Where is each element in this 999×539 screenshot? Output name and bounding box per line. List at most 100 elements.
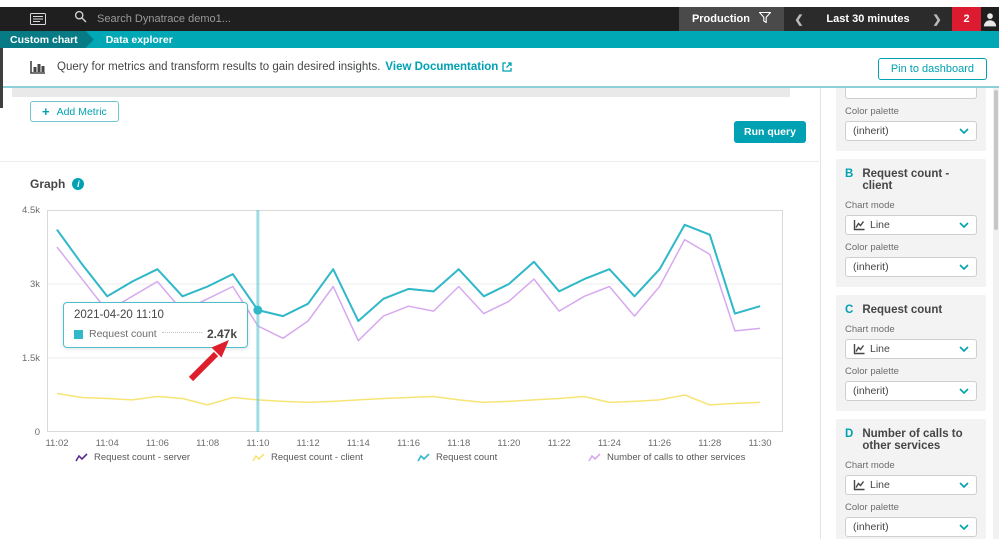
- legend-item[interactable]: Number of calls to other services: [588, 452, 745, 463]
- breadcrumb-custom-chart[interactable]: Custom chart: [0, 31, 94, 48]
- svg-text:11:20: 11:20: [497, 438, 520, 449]
- chart-mode-dropdown[interactable]: Line: [845, 215, 977, 235]
- color-palette-dropdown[interactable]: (inherit): [845, 121, 977, 141]
- chevron-down-icon: [959, 482, 969, 488]
- line-chart-icon: [853, 479, 865, 490]
- color-palette-dropdown[interactable]: (inherit): [845, 257, 977, 277]
- search-input[interactable]: [97, 13, 397, 25]
- top-navigation-bar: Production ❮ Last 30 minutes ❯ 2: [0, 7, 999, 31]
- line-chart-icon: [853, 219, 865, 230]
- color-palette-label: Color palette: [845, 106, 899, 117]
- color-palette-label: Color palette: [845, 366, 899, 377]
- graph-title: Graph: [30, 177, 66, 191]
- chevron-down-icon: [959, 222, 969, 228]
- run-query-button[interactable]: Run query: [734, 121, 806, 143]
- global-search: [74, 10, 679, 28]
- color-palette-label: Color palette: [845, 242, 899, 253]
- settings-section-d: D Number of calls to other services Chart …: [836, 419, 986, 539]
- y-axis-tick: 4.5k: [22, 205, 40, 216]
- environment-selector[interactable]: Production: [678, 7, 784, 31]
- user-icon[interactable]: [981, 7, 999, 31]
- chart-mode-value: Line: [870, 479, 890, 491]
- section-metric-name: Number of calls to other services: [862, 428, 963, 452]
- section-title: D Number of calls to other services: [845, 428, 977, 452]
- legend-label: Number of calls to other services: [607, 452, 746, 463]
- color-palette-dropdown[interactable]: (inherit): [845, 517, 977, 537]
- tooltip-leader-line: [161, 332, 202, 333]
- settings-section-partial: Color palette (inherit): [836, 88, 986, 151]
- view-documentation-label: View Documentation: [385, 61, 499, 73]
- timeframe-label[interactable]: Last 30 minutes: [826, 13, 910, 25]
- section-divider: [0, 161, 819, 162]
- section-letter: D: [845, 428, 854, 440]
- settings-section-b: B Request count - client Chart mode Line Col…: [836, 159, 986, 287]
- annotation-arrow-icon: [188, 340, 229, 382]
- section-title: B Request count - client: [845, 168, 977, 192]
- tooltip-row: Request count 2.47k: [74, 327, 237, 341]
- svg-text:11:08: 11:08: [196, 438, 219, 449]
- svg-text:11:04: 11:04: [96, 438, 119, 449]
- y-axis-tick: 3k: [29, 279, 40, 290]
- tooltip-series-label: Request count: [89, 328, 157, 340]
- tooltip-series-swatch: [74, 329, 83, 339]
- banner-message: Query for metrics and transform results …: [57, 61, 381, 73]
- svg-text:11:28: 11:28: [698, 438, 721, 449]
- svg-text:11:16: 11:16: [397, 438, 420, 449]
- environment-label: Production: [691, 13, 750, 25]
- settings-panel: Color palette (inherit) B Request count -…: [820, 88, 993, 539]
- color-palette-value: (inherit): [853, 261, 889, 273]
- breadcrumb: Custom chart Data explorer: [0, 31, 999, 48]
- chevron-down-icon: [959, 346, 969, 352]
- legend-label: Request count - client: [271, 452, 363, 463]
- pin-to-dashboard-button[interactable]: Pin to dashboard: [877, 58, 987, 80]
- legend-item[interactable]: Request count - client: [252, 452, 363, 463]
- info-icon[interactable]: i: [72, 178, 85, 190]
- svg-text:11:30: 11:30: [748, 438, 771, 449]
- right-scrollbar-thumb[interactable]: [994, 90, 998, 230]
- section-letter: B: [845, 168, 854, 180]
- legend-item[interactable]: Request count - server: [75, 452, 190, 463]
- section-metric-name: Request count: [862, 304, 943, 316]
- timeframe-next-icon[interactable]: ❯: [932, 13, 942, 26]
- y-axis-tick: 0: [34, 427, 40, 438]
- chart-mode-label: Chart mode: [845, 460, 895, 471]
- chart-mode-label: Chart mode: [845, 324, 895, 335]
- chart-mode-label: Chart mode: [845, 200, 895, 211]
- chart-mode-dropdown[interactable]: Line: [845, 339, 977, 359]
- svg-text:11:02: 11:02: [45, 438, 68, 449]
- problems-badge[interactable]: 2: [952, 7, 981, 31]
- chart-icon: [30, 60, 45, 74]
- line-chart[interactable]: 11:02 11:04 11:06 11:08 11:10 11:12 11:14 11:16…: [45, 210, 783, 452]
- right-scrollbar[interactable]: [993, 88, 999, 539]
- color-palette-dropdown[interactable]: (inherit): [845, 381, 977, 401]
- legend-item[interactable]: Request count: [417, 452, 497, 463]
- legend-line-icon: [252, 453, 265, 462]
- left-scrollbar[interactable]: [0, 48, 3, 108]
- line-chart-icon: [853, 343, 865, 354]
- search-icon: [74, 10, 87, 28]
- view-documentation-link[interactable]: View Documentation: [385, 61, 512, 73]
- color-palette-value: (inherit): [853, 125, 889, 137]
- chart-mode-dropdown[interactable]: [845, 88, 977, 99]
- color-palette-value: (inherit): [853, 385, 889, 397]
- settings-section-c: C Request count Chart mode Line Color palett…: [836, 295, 986, 411]
- legend-line-icon: [588, 453, 601, 462]
- svg-text:11:06: 11:06: [146, 438, 169, 449]
- external-link-icon: [502, 62, 512, 72]
- chart-mode-dropdown[interactable]: Line: [845, 475, 977, 495]
- add-metric-button[interactable]: + Add Metric: [30, 101, 119, 122]
- apps-icon[interactable]: [30, 13, 46, 25]
- svg-text:11:22: 11:22: [548, 438, 571, 449]
- tooltip-timestamp: 2021-04-20 11:10: [74, 309, 164, 321]
- chart-legend: Request count - server Request count - cl…: [47, 452, 783, 468]
- metric-row-partial: [12, 88, 790, 97]
- chevron-down-icon: [959, 128, 969, 134]
- chart-mode-value: Line: [870, 219, 890, 231]
- chevron-down-icon: [959, 524, 969, 530]
- section-metric-name: Request count - client: [862, 168, 950, 192]
- timeframe-prev-icon[interactable]: ❮: [794, 13, 804, 26]
- breadcrumb-data-explorer[interactable]: Data explorer: [105, 33, 173, 46]
- legend-line-icon: [75, 453, 88, 462]
- y-axis-labels: 0 1.5k 3k 4.5k: [0, 205, 44, 438]
- svg-text:11:26: 11:26: [648, 438, 671, 449]
